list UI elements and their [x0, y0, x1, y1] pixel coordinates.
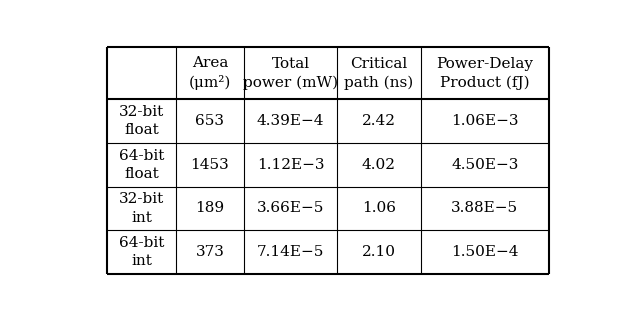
Text: 2.42: 2.42	[362, 114, 396, 128]
Text: 1453: 1453	[191, 158, 229, 172]
Text: Total
power (mW): Total power (mW)	[243, 57, 338, 90]
Text: 4.02: 4.02	[362, 158, 396, 172]
Text: 4.39E−4: 4.39E−4	[257, 114, 324, 128]
Text: 373: 373	[195, 245, 225, 259]
Text: 64-bit
int: 64-bit int	[119, 236, 164, 268]
Text: 64-bit
float: 64-bit float	[119, 149, 164, 181]
Text: Power-Delay
Product (fJ): Power-Delay Product (fJ)	[436, 57, 533, 90]
Text: 2.10: 2.10	[362, 245, 396, 259]
Text: 1.12E−3: 1.12E−3	[257, 158, 324, 172]
Text: 32-bit
int: 32-bit int	[119, 192, 164, 225]
Text: 32-bit
float: 32-bit float	[119, 105, 164, 137]
Text: 189: 189	[195, 201, 225, 215]
Text: 653: 653	[195, 114, 225, 128]
Text: 1.06: 1.06	[362, 201, 396, 215]
Text: 3.88E−5: 3.88E−5	[451, 201, 518, 215]
Text: 1.50E−4: 1.50E−4	[451, 245, 518, 259]
Text: Critical
path (ns): Critical path (ns)	[344, 57, 413, 90]
Text: 4.50E−3: 4.50E−3	[451, 158, 518, 172]
Text: 7.14E−5: 7.14E−5	[257, 245, 324, 259]
Text: 3.66E−5: 3.66E−5	[257, 201, 324, 215]
Text: 1.06E−3: 1.06E−3	[451, 114, 518, 128]
Text: Area
(μm²): Area (μm²)	[189, 56, 231, 90]
